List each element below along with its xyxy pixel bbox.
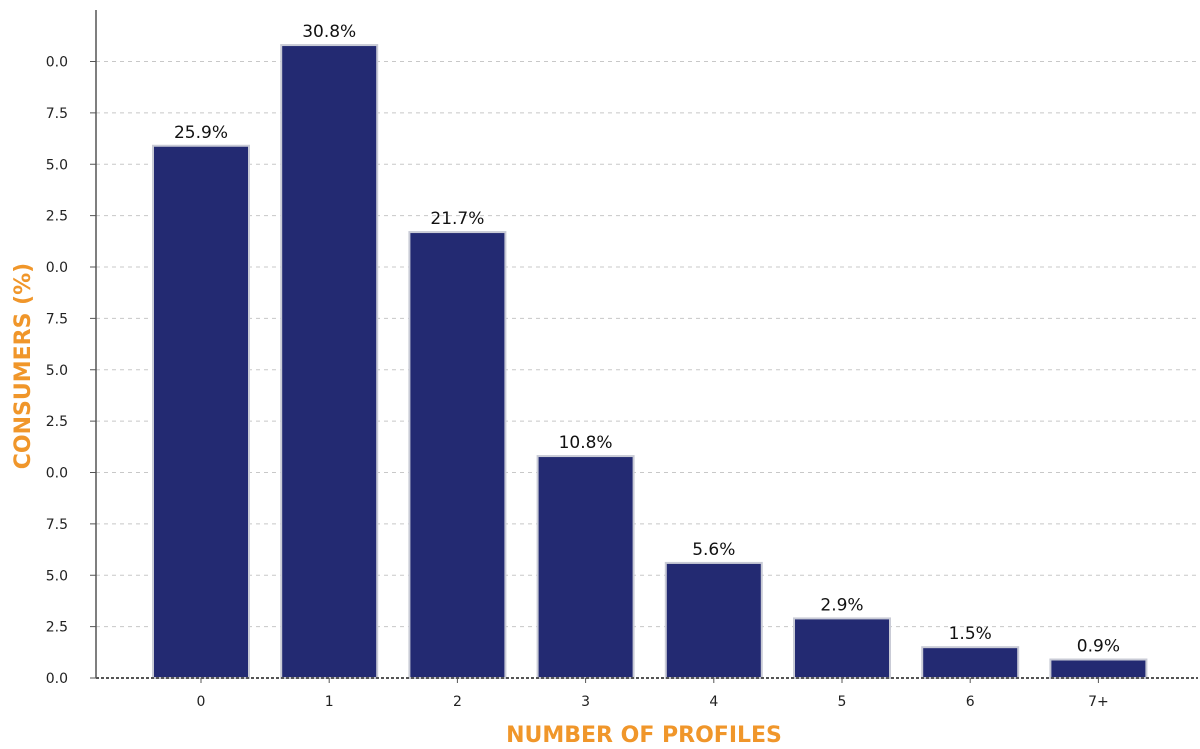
bar [793,617,891,680]
bar [280,44,379,680]
y-axis-ticks: 0.0 2.5 5.0 7.5 0.0 2.5 5.0 7.5 0.0 2.5 5.0 7.5 0.0 [46,55,96,687]
gridlines [96,61,1198,628]
x-axis-ticks: 0 1 2 3 4 5 6 7+ [197,678,1109,710]
data-label: 5.6% [692,540,735,560]
y-tick-label: 0.0 [46,260,68,276]
y-axis-title: CONSUMERS (%) [11,263,36,470]
bar [536,455,635,679]
x-tick-label: 7+ [1088,694,1109,710]
x-tick-label: 3 [581,694,590,710]
y-tick-label: 5.0 [46,568,68,584]
y-tick-label: 7.5 [46,517,68,533]
x-tick-label: 4 [709,694,718,710]
x-tick-label: 1 [325,694,334,710]
x-tick-label: 0 [197,694,206,710]
y-tick-label: 5.0 [46,157,68,173]
y-tick-label: 2.5 [46,620,68,636]
bar [664,561,763,679]
bar [408,231,507,679]
y-tick-label: 0.0 [46,671,68,687]
data-label: 10.8% [559,433,613,453]
bar [1049,658,1148,680]
x-tick-label: 6 [966,694,975,710]
bar [921,646,1020,679]
y-tick-label: 5.0 [46,363,68,379]
x-tick-label: 2 [453,694,462,710]
data-label: 0.9% [1077,637,1120,657]
y-tick-label: 2.5 [46,414,68,430]
x-tick-label: 5 [838,694,847,710]
y-tick-label: 2.5 [46,209,68,225]
x-axis-title: NUMBER OF PROFILES [506,723,782,748]
bar [152,144,250,679]
data-label: 25.9% [174,123,228,143]
y-tick-label: 0.0 [46,466,68,482]
data-label: 30.8% [302,22,356,42]
data-label: 2.9% [820,595,863,615]
y-tick-label: 0.0 [46,55,68,71]
data-labels: 25.9% 30.8% 21.7% 10.8% 5.6% 2.9% 1.5% 0.9% [174,22,1120,656]
y-tick-label: 7.5 [46,311,68,327]
data-label: 21.7% [430,209,484,229]
bars [152,44,1148,680]
data-label: 1.5% [949,624,992,644]
y-tick-label: 7.5 [46,106,68,122]
